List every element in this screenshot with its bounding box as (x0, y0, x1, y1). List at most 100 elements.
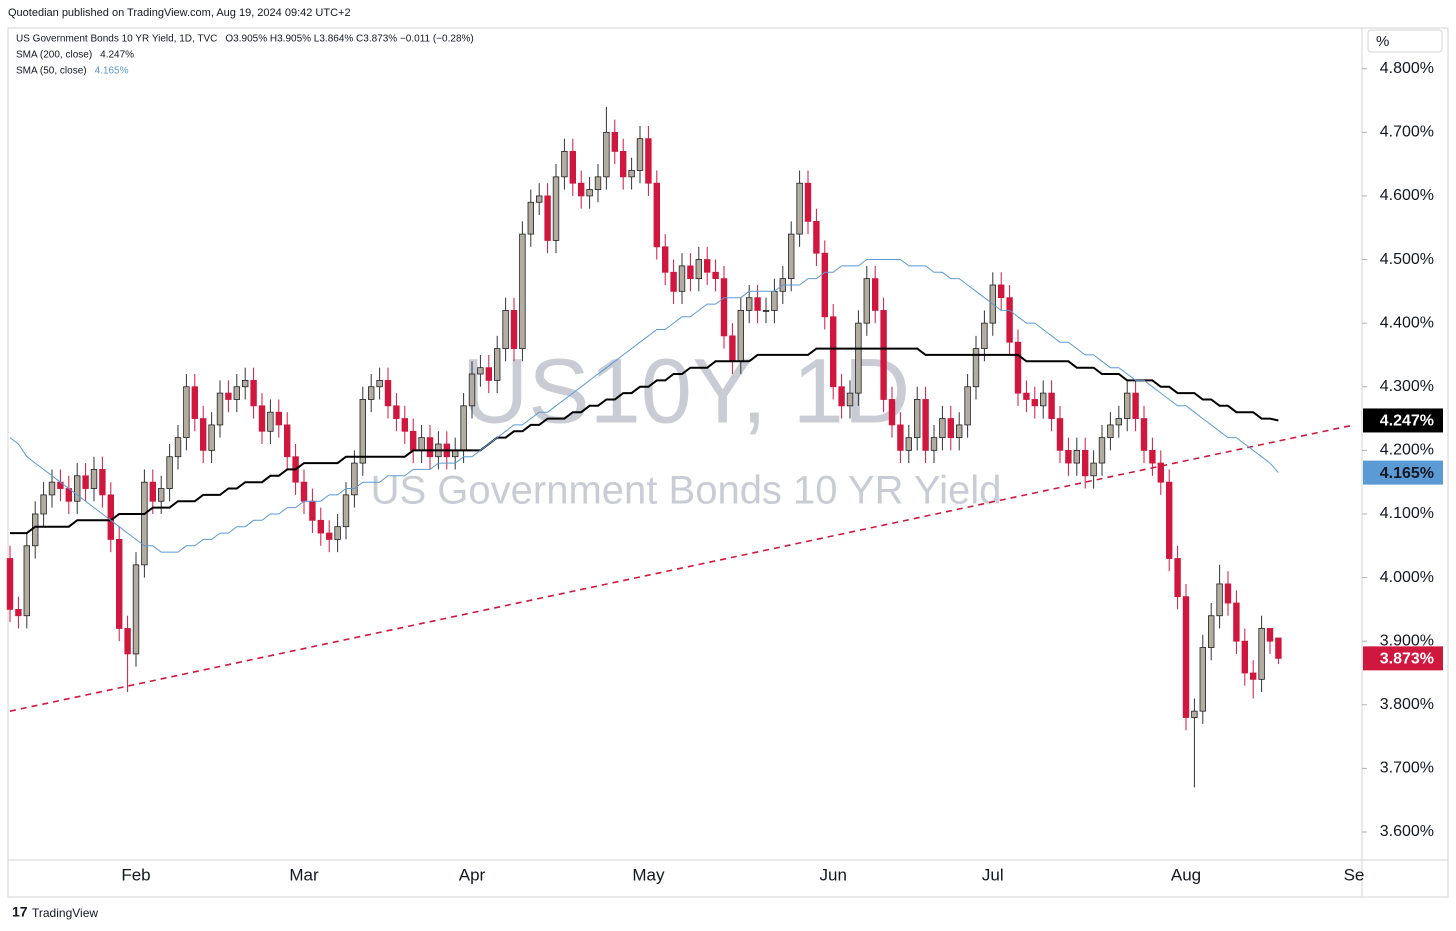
x-tick-label: Feb (121, 865, 150, 884)
candle-body (325, 532, 333, 540)
candle-body (485, 367, 492, 381)
candle-body (141, 481, 148, 566)
candle-body (409, 430, 417, 451)
candle-body (183, 386, 190, 439)
candle-body (704, 259, 711, 273)
candle-body (107, 494, 114, 540)
candle-body (1199, 647, 1206, 712)
candle-body (48, 481, 56, 496)
watermark-subtitle: US Government Bonds 10 YR Yield (371, 469, 1002, 513)
candle-body (628, 170, 635, 178)
x-tick-label: Se (1344, 865, 1365, 884)
candle-body (418, 437, 425, 451)
candle-body (199, 418, 207, 451)
candle-body (712, 271, 719, 280)
candle-body (914, 399, 921, 439)
candle-body (1182, 596, 1190, 718)
candle-body (678, 265, 686, 292)
legend-label: SMA (50, close) (16, 66, 87, 77)
y-tick-label: 4.500% (1380, 251, 1434, 268)
legend-value: 4.165% (95, 66, 129, 77)
candle-body (653, 182, 660, 248)
unit-box[interactable] (1367, 29, 1443, 53)
candle-body (401, 418, 408, 432)
y-tick-label: 4.100% (1380, 505, 1434, 522)
candle-body (1056, 418, 1064, 451)
price-label-box (1363, 408, 1443, 433)
candle-body (729, 335, 736, 362)
candle-body (620, 151, 627, 178)
candle-body (283, 424, 291, 458)
sma-line (9, 259, 1279, 553)
y-tick-label: 3.900% (1380, 632, 1434, 649)
candle-body (32, 513, 39, 547)
candle-body (1166, 481, 1173, 559)
candle-body (662, 246, 669, 273)
candle-body (1258, 628, 1265, 680)
x-tick-label: Mar (289, 865, 319, 884)
candle-body (460, 405, 467, 451)
candle-body (687, 265, 694, 280)
candle-body (1107, 424, 1114, 439)
candle-body (1224, 583, 1232, 604)
candle-body (930, 437, 938, 451)
legend-symbol: US Government Bonds 10 YR Yield, 1D, TVC (16, 34, 217, 45)
candle-body (695, 259, 702, 280)
candle-body (762, 310, 770, 312)
candle-body (124, 628, 131, 655)
candle-body (981, 322, 988, 349)
trendline (9, 424, 1355, 712)
candle-body (351, 462, 358, 496)
candle-body (1208, 615, 1215, 648)
legend-ohlc: O3.905% H3.905% L3.864% C3.873% −0.011 (… (225, 34, 473, 45)
price-label: 4.165% (1380, 465, 1434, 482)
candle-body (1098, 437, 1106, 464)
candle-body (746, 297, 753, 311)
candle-body (897, 424, 904, 451)
y-tick-label: 3.800% (1380, 696, 1434, 713)
candle-body (720, 278, 728, 337)
candle-body (376, 379, 383, 388)
y-tick-label: 4.800% (1380, 60, 1434, 77)
candle-body (838, 386, 845, 407)
candle-body (300, 481, 308, 502)
price-label: 3.873% (1380, 651, 1434, 668)
candle-body (964, 386, 971, 426)
candle-body (972, 348, 980, 388)
candle-body (1031, 399, 1038, 407)
candle-body (6, 558, 14, 610)
candle-body (804, 182, 812, 222)
candle-body (922, 399, 929, 451)
candle-body (1082, 449, 1089, 477)
candle-body (309, 500, 316, 521)
candle-body (737, 310, 744, 362)
candle-body (99, 469, 106, 496)
candle-body (956, 424, 963, 439)
candle-body (1132, 392, 1139, 419)
candle-body (393, 405, 400, 419)
plot (6, 106, 1355, 788)
candle-body (519, 233, 526, 349)
candle-body (527, 201, 534, 235)
candle-body (586, 189, 593, 197)
price-label-box (1363, 646, 1443, 671)
x-tick-label: Jul (982, 865, 1004, 884)
candle-body (241, 379, 249, 388)
candle-body (1233, 602, 1240, 642)
candle-body (15, 608, 22, 617)
candle-body (1014, 341, 1022, 394)
candle-body (1275, 637, 1282, 659)
candle-body (880, 310, 887, 400)
candle-body (1191, 710, 1198, 718)
candle-body (258, 405, 266, 432)
candle-body (1115, 418, 1122, 426)
candle-body (23, 545, 30, 617)
candle-body (813, 220, 820, 254)
y-tick-label: 4.700% (1380, 124, 1434, 141)
candle-body (645, 138, 652, 184)
candle-body (502, 310, 509, 349)
candle-body (166, 456, 173, 489)
candle-body (74, 475, 81, 502)
